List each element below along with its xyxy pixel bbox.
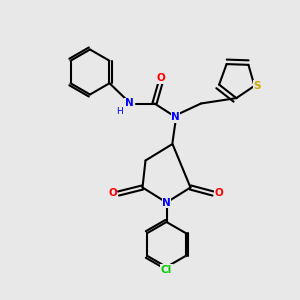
Text: N: N bbox=[171, 112, 180, 122]
Text: O: O bbox=[108, 188, 117, 199]
Text: N: N bbox=[162, 197, 171, 208]
Text: N: N bbox=[124, 98, 134, 109]
Text: S: S bbox=[254, 81, 261, 91]
Text: Cl: Cl bbox=[161, 265, 172, 275]
Text: H: H bbox=[117, 106, 123, 116]
Text: O: O bbox=[214, 188, 224, 199]
Text: O: O bbox=[156, 73, 165, 83]
